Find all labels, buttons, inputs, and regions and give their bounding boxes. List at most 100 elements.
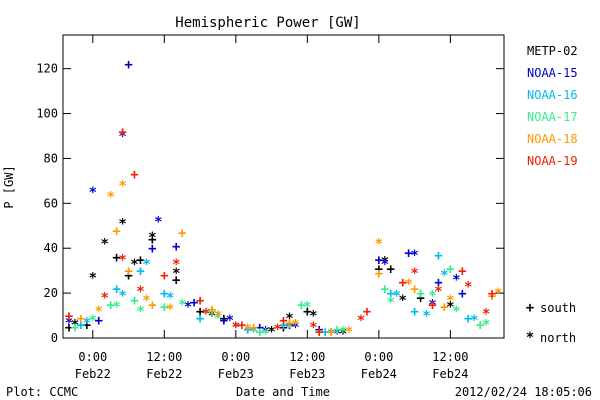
point-noaa-17-south: +: [381, 282, 389, 298]
x-tick-label-date: Feb23: [218, 367, 254, 381]
point-noaa-18-south: +: [488, 288, 496, 304]
point-noaa-16-north: *: [470, 313, 478, 329]
point-noaa-15-south: +: [285, 318, 293, 334]
point-noaa-17-north: *: [214, 311, 222, 327]
point-noaa-16-north: *: [118, 288, 126, 304]
legend: METP-02 NOAA-15 NOAA-16 NOAA-17 NOAA-18 NOAA-…: [527, 44, 578, 168]
symbol-legend-label: south: [540, 301, 576, 315]
point-noaa-15-north: *: [333, 327, 341, 343]
point-noaa-18-south: +: [124, 264, 132, 280]
point-noaa-16-south: +: [279, 318, 287, 334]
legend-item: METP-02: [527, 44, 578, 58]
point-noaa-15-south: +: [190, 295, 198, 311]
point-noaa-19-south: +: [398, 275, 406, 291]
point-noaa-17-south: +: [333, 322, 341, 338]
point-noaa-19-north: *: [410, 266, 418, 282]
point-noaa-17-north: *: [452, 304, 460, 320]
point-noaa-15-south: +: [315, 322, 323, 338]
point-noaa-17-north: *: [303, 300, 311, 316]
symbol-legend-marker: +: [526, 300, 534, 316]
point-noaa-18-south: +: [327, 324, 335, 340]
x-axis-label: Date and Time: [236, 385, 330, 399]
point-noaa-17-north: *: [428, 288, 436, 304]
point-metp-02-north: *: [398, 293, 406, 309]
point-noaa-18-north: *: [345, 324, 353, 340]
x-tick-label-date: Feb22: [146, 367, 182, 381]
point-noaa-15-south: +: [172, 239, 180, 255]
point-noaa-18-south: +: [112, 223, 120, 239]
point-noaa-17-north: *: [387, 295, 395, 311]
y-tick-label: 20: [44, 286, 58, 300]
x-tick-label-time: 0:00: [364, 350, 393, 364]
point-noaa-18-south: +: [148, 297, 156, 313]
point-metp-02-north: *: [118, 217, 126, 233]
point-noaa-18-north: *: [404, 277, 412, 293]
point-noaa-19-south: +: [363, 304, 371, 320]
point-noaa-17-south: +: [71, 320, 79, 336]
point-noaa-15-south: +: [375, 252, 383, 268]
point-noaa-15-north: *: [291, 320, 299, 336]
point-metp-02-north: *: [130, 257, 138, 273]
point-metp-02-north: *: [172, 266, 180, 282]
point-noaa-16-north: *: [440, 268, 448, 284]
point-noaa-16-north: *: [327, 327, 335, 343]
point-metp-02-north: *: [89, 270, 97, 286]
y-axis: 0 20 40 60 80 100 120: [36, 62, 504, 345]
point-metp-02-south: +: [375, 261, 383, 277]
point-metp-02-north: *: [339, 327, 347, 343]
point-noaa-17-north: *: [89, 313, 97, 329]
point-noaa-16-north: *: [202, 306, 210, 322]
data-points: + +++++++ ++ ++++ ++********* ** **** *+++ +++ + +…: [65, 57, 503, 342]
point-noaa-16-south: +: [410, 304, 418, 320]
point-metp-02-north: *: [100, 237, 108, 253]
point-noaa-18-south: +: [285, 315, 293, 331]
x-axis: 0:00 Feb22 12:00 Feb22 0:00 Feb23 12:00 Feb23 0:…: [75, 35, 468, 381]
point-noaa-16-south: +: [112, 282, 120, 298]
point-noaa-16-south: +: [136, 264, 144, 280]
point-metp-02-north: *: [381, 255, 389, 271]
y-tick-label: 40: [44, 241, 58, 255]
point-noaa-19-south: +: [315, 324, 323, 340]
point-noaa-15-south: +: [255, 320, 263, 336]
point-noaa-19-south: +: [130, 167, 138, 183]
point-noaa-15-south: +: [124, 57, 132, 73]
point-noaa-19-north: *: [309, 320, 317, 336]
point-noaa-18-north: *: [214, 309, 222, 325]
point-noaa-18-south: +: [410, 282, 418, 298]
plot-frame: [62, 34, 505, 339]
point-metp-02-south: +: [327, 324, 335, 340]
y-tick-label: 80: [44, 151, 58, 165]
point-noaa-19-north: *: [232, 320, 240, 336]
point-metp-02-south: +: [83, 318, 91, 334]
point-metp-02-south: +: [172, 273, 180, 289]
point-metp-02-south: +: [112, 250, 120, 266]
x-tick-label-date: Feb23: [289, 367, 325, 381]
point-metp-02-north: *: [148, 230, 156, 246]
point-noaa-15-south: +: [404, 246, 412, 262]
chart-title: Hemispheric Power [GW]: [175, 15, 360, 31]
point-noaa-15-south: +: [95, 313, 103, 329]
point-noaa-16-north: *: [393, 288, 401, 304]
point-metp-02-south: +: [387, 261, 395, 277]
point-noaa-17-south: +: [106, 297, 114, 313]
point-noaa-16-north: *: [142, 257, 150, 273]
point-metp-02-north: *: [446, 300, 454, 316]
point-noaa-19-north: *: [202, 306, 210, 322]
point-noaa-18-north: *: [118, 178, 126, 194]
x-tick-label-time: 0:00: [221, 350, 250, 364]
point-noaa-17-south: +: [416, 286, 424, 302]
point-noaa-18-south: +: [178, 226, 186, 242]
point-noaa-19-north: *: [172, 257, 180, 273]
y-tick-label: 100: [36, 107, 58, 121]
point-noaa-19-south: +: [65, 309, 73, 325]
point-noaa-16-south: +: [434, 248, 442, 264]
point-metp-02-north: *: [232, 320, 240, 336]
point-noaa-19-south: +: [428, 297, 436, 313]
x-tick-label-date: Feb22: [75, 367, 111, 381]
point-noaa-19-north: *: [482, 306, 490, 322]
point-noaa-18-north: *: [106, 190, 114, 206]
point-noaa-17-south: +: [297, 297, 305, 313]
point-noaa-19-south: +: [160, 268, 168, 284]
point-noaa-16-south: +: [160, 286, 168, 302]
